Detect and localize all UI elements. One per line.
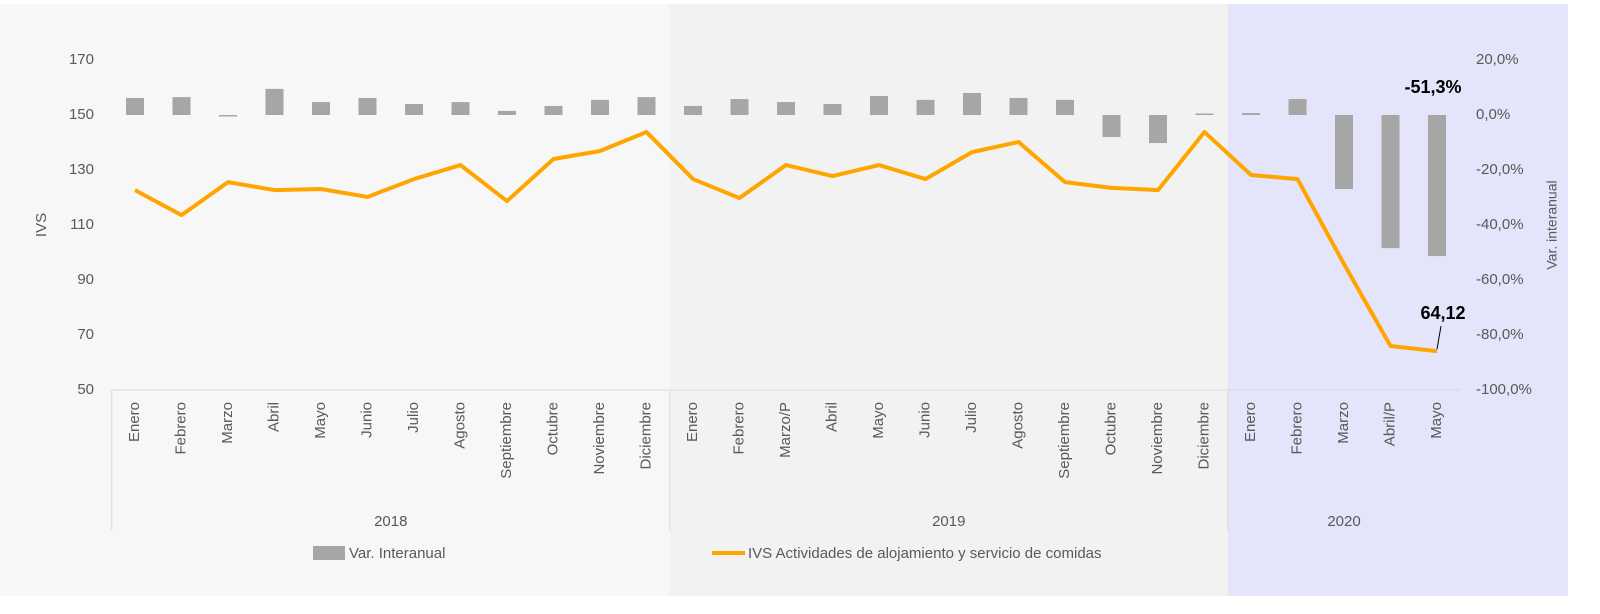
bar (1242, 113, 1260, 115)
group-background (669, 4, 1228, 596)
x-tick-label: Mayo (1428, 402, 1445, 439)
x-tick-label: Junio (916, 402, 933, 438)
y2-tick-label: -40,0% (1476, 216, 1524, 233)
y2-tick-label: 0,0% (1476, 106, 1510, 123)
x-tick-label: Febrero (1288, 402, 1305, 455)
x-tick-label: Septiembre (498, 402, 515, 479)
x-tick-label: Enero (1242, 402, 1259, 442)
data-label: -51,3% (1404, 77, 1461, 97)
y-tick-label: 50 (77, 381, 94, 398)
bar (405, 104, 423, 115)
x-tick-label: Octubre (544, 402, 561, 455)
y-tick-label: 170 (69, 51, 94, 68)
x-tick-label: Octubre (1102, 402, 1119, 455)
bar (823, 104, 842, 115)
y2-axis-label: Var. interanual (1544, 180, 1560, 269)
bar (637, 97, 656, 115)
bar (684, 105, 702, 115)
y-tick-label: 150 (69, 106, 94, 123)
y-tick-label: 70 (77, 326, 94, 343)
x-tick-label: Julio (405, 402, 422, 433)
bar (1009, 97, 1028, 115)
x-tick-label: Marzo (1335, 402, 1352, 444)
bar (1381, 115, 1400, 249)
bar (358, 97, 377, 115)
data-label: 64,12 (1420, 303, 1465, 323)
x-tick-label: Diciembre (1195, 402, 1212, 470)
group-background (0, 4, 670, 596)
y2-tick-label: -100,0% (1476, 381, 1532, 398)
bar (916, 99, 935, 115)
x-tick-label: Enero (126, 402, 143, 442)
x-tick-label: Agosto (451, 402, 468, 449)
bar (963, 93, 981, 115)
bar (1149, 115, 1167, 144)
bar (172, 97, 191, 115)
x-tick-label: Mayo (870, 402, 887, 439)
legend-label: Var. Interanual (349, 545, 445, 562)
bar (1288, 99, 1307, 115)
bar (312, 102, 330, 115)
legend-label: IVS Actividades de alojamiento y servici… (748, 545, 1102, 562)
bar (591, 99, 609, 115)
x-tick-label: Enero (684, 402, 701, 442)
x-tick-label: Marzo (219, 402, 236, 444)
x-tick-label: Noviembre (1149, 402, 1166, 475)
bar (1335, 115, 1353, 189)
bar (1102, 115, 1121, 137)
x-tick-label: Marzo/P (777, 402, 794, 458)
x-tick-label: Mayo (312, 402, 329, 439)
bar (219, 115, 237, 117)
bar (498, 110, 516, 115)
group-label: 2018 (374, 513, 407, 530)
group-label: 2020 (1327, 513, 1360, 530)
x-tick-label: Febrero (730, 402, 747, 455)
y2-tick-label: -60,0% (1476, 271, 1524, 288)
bar (1428, 115, 1446, 257)
bar (265, 88, 284, 115)
x-tick-label: Julio (963, 402, 980, 433)
label-connector (1436, 325, 1442, 350)
y-tick-label: 90 (77, 271, 94, 288)
x-tick-label: Abril (823, 402, 840, 432)
x-tick-label: Diciembre (637, 402, 654, 470)
x-tick-label: Abril (265, 402, 282, 432)
x-tick-label: Agosto (1009, 402, 1026, 449)
bar (126, 97, 144, 115)
bar (451, 102, 470, 115)
legend-swatch (313, 546, 345, 560)
x-tick-label: Abril/P (1381, 402, 1398, 446)
y2-tick-label: 20,0% (1476, 51, 1519, 68)
bar (777, 102, 795, 115)
group-background (1227, 4, 1568, 596)
bar (544, 105, 563, 115)
bar (870, 96, 888, 115)
line (134, 130, 1438, 354)
y2-tick-label: -20,0% (1476, 161, 1524, 178)
x-tick-label: Junio (358, 402, 375, 438)
x-tick-label: Febrero (172, 402, 189, 455)
y-axis-label: IVS (33, 213, 50, 237)
bar (1195, 113, 1214, 115)
y-tick-label: 110 (70, 216, 94, 233)
x-tick-label: Septiembre (1056, 402, 1073, 479)
y2-tick-label: -80,0% (1476, 326, 1524, 343)
group-label: 2019 (932, 513, 965, 530)
bar (1056, 99, 1074, 115)
x-tick-label: Noviembre (591, 402, 608, 475)
y-tick-label: 130 (69, 161, 94, 178)
bar (730, 99, 749, 115)
